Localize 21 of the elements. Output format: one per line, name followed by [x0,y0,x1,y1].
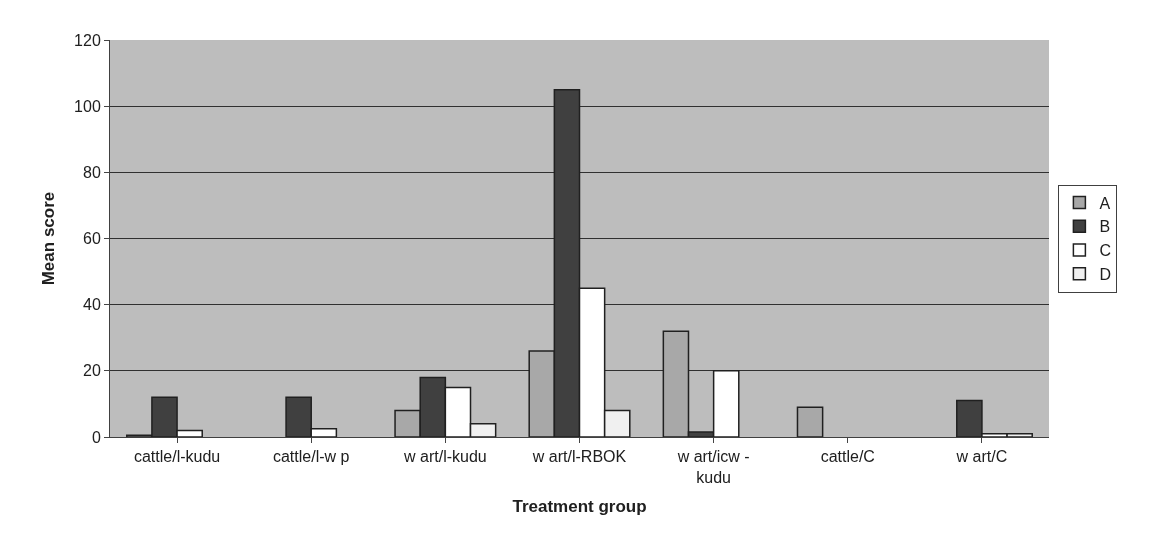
x-tick-label: w art/icw - kudu [676,448,750,486]
x-axis-title: Treatment group [512,497,647,517]
legend-label: A [1099,194,1111,212]
legend-label: B [1099,218,1111,236]
x-tick-label: cattle/l-kudu [133,448,221,466]
x-tick-label: w art/C [955,448,1008,466]
y-axis-title: Mean score [38,191,58,286]
bar [796,406,824,437]
x-tick-label: cattle/C [820,448,875,466]
x-tick-label: w art/l-kudu [403,448,487,466]
x-tick-label: cattle/l-w p [272,448,350,466]
y-tick-label: 100 [74,97,101,115]
y-tick-label: 40 [83,296,101,314]
y-tick-label: 0 [91,428,101,446]
legend-label: D [1099,266,1111,284]
x-tick-label: w art/l-RBOK [531,448,627,466]
legend-label: C [1099,242,1111,260]
y-tick-label: 120 [74,31,101,49]
y-tick-label: 80 [83,163,101,181]
y-tick-label: 60 [83,230,101,248]
y-tick-label: 20 [83,362,101,380]
